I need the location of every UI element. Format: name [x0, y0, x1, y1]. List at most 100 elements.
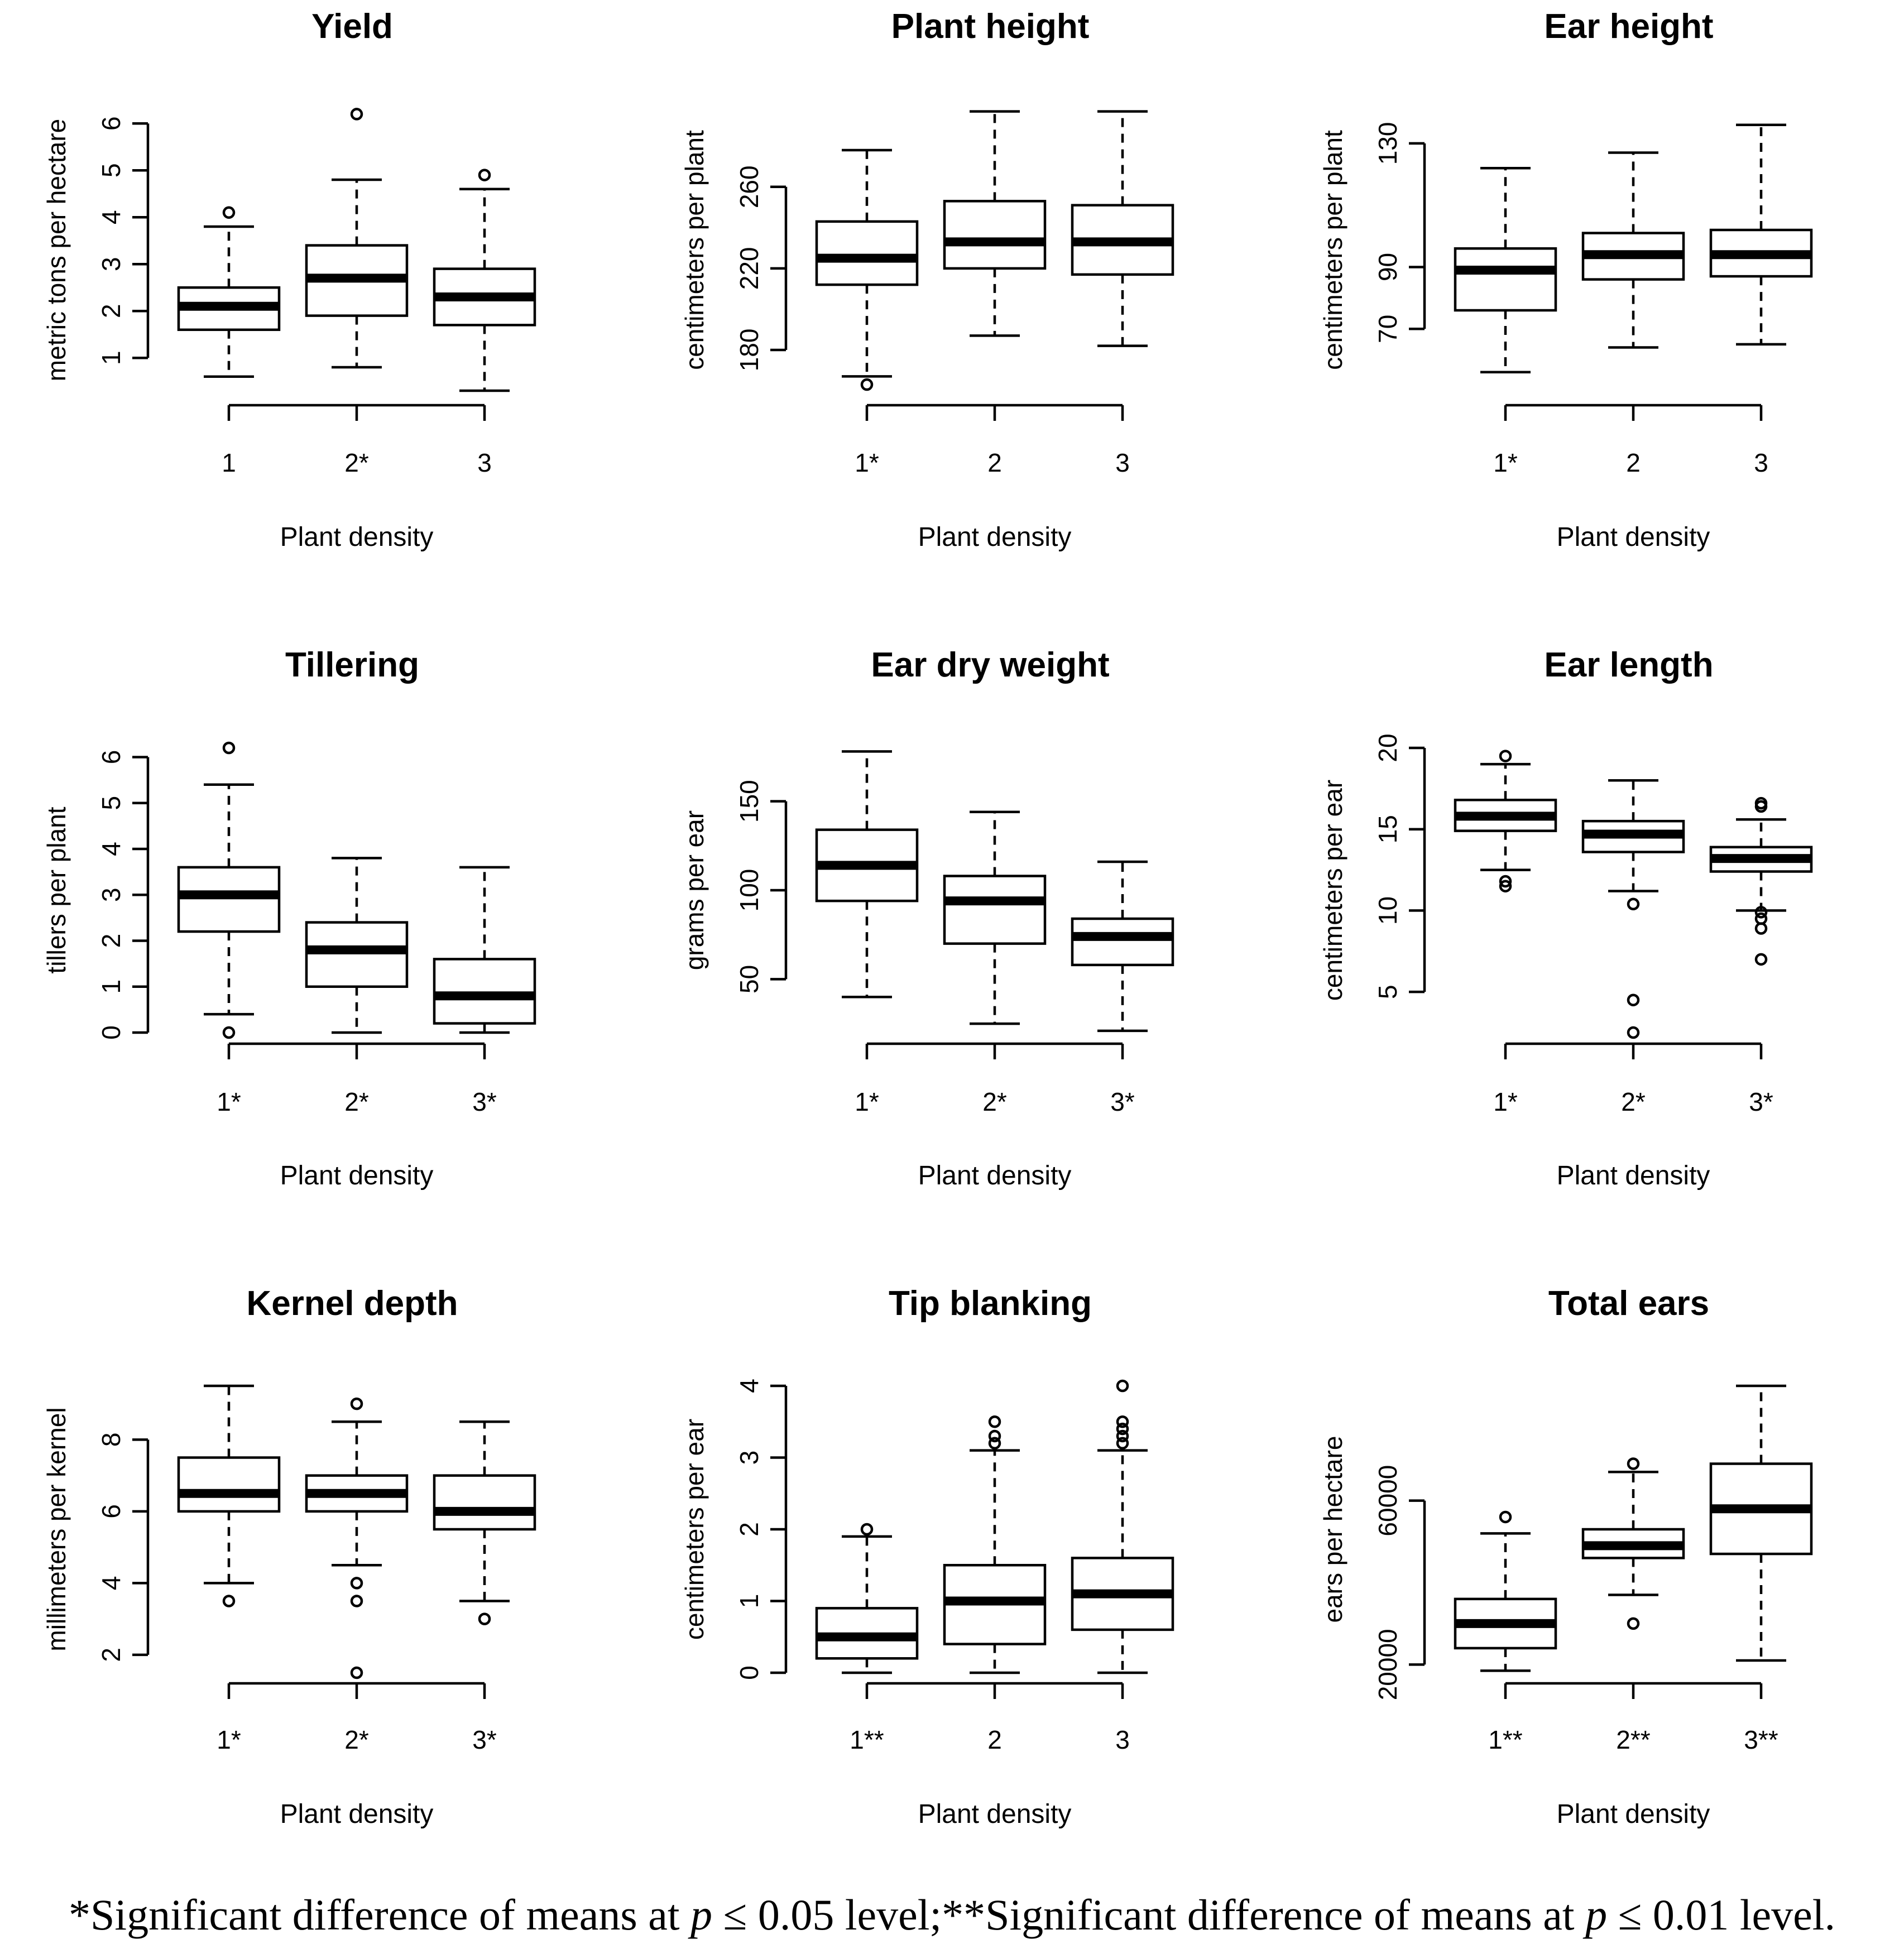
box-3: [1071, 1379, 1174, 1674]
x-tick-label: 3: [1115, 1725, 1130, 1754]
panel-title: Tip blanking: [889, 1284, 1092, 1323]
outlier-point: [478, 1612, 491, 1625]
y-tick-label: 15: [1373, 815, 1402, 843]
x-tick-label: 3: [477, 448, 492, 477]
x-tick-label: 1**: [850, 1725, 884, 1754]
y-tick-label: 50: [735, 965, 764, 993]
y-tick-label: 1: [97, 351, 126, 365]
y-tick-label: 260: [735, 165, 764, 208]
box-3*: [433, 1420, 536, 1625]
outlier-point: [1116, 1437, 1129, 1450]
interquartile-box: [433, 958, 536, 1025]
panel-ear-height: Ear height 70 90 130 centimeters per plant 1*…: [1318, 7, 1813, 552]
outlier-point: [1627, 1026, 1640, 1039]
panel-ear-length: Ear length 5 10 15 20 centimeters per ear 1* 2*…: [1318, 646, 1813, 1191]
box-plot-grid: Yield 1 2 3 4 5 6 metric tons per hectare 1 2* 3 Pl…: [42, 7, 1813, 1829]
y-tick-label: 2: [735, 1522, 764, 1537]
outlier-point: [860, 1523, 874, 1536]
outlier-point: [1754, 906, 1768, 919]
interquartile-box: [943, 875, 1047, 945]
y-axis-label: metric tons per hectare: [42, 119, 71, 381]
panel-title: Yield: [311, 7, 393, 46]
y-tick-label: 70: [1373, 315, 1402, 343]
box-1*: [815, 148, 919, 391]
outlier-point: [350, 1666, 363, 1679]
box-1*: [177, 741, 281, 1039]
y-tick-label: 8: [97, 1433, 126, 1447]
y-tick-label: 10: [1373, 896, 1402, 925]
box-2: [943, 110, 1047, 337]
outlier-point: [222, 206, 236, 219]
x-tick-label: 1*: [1493, 1087, 1518, 1116]
outlier-point: [222, 1026, 236, 1039]
x-axis-label: Plant density: [918, 1799, 1072, 1829]
outlier-point: [222, 741, 236, 755]
box-3: [1071, 110, 1174, 347]
x-axis-label: Plant density: [280, 522, 434, 552]
outlier-point: [1499, 1510, 1512, 1524]
panel-ear-dry-weight: Ear dry weight 50 100 150 grams per ear 1* 2* 3…: [680, 646, 1174, 1191]
outlier-point: [1754, 800, 1768, 813]
panel-plant-height: Plant height 180 220 260 centimeters per pla…: [680, 7, 1174, 552]
interquartile-box: [433, 1474, 536, 1531]
x-axis-label: Plant density: [280, 1799, 434, 1829]
outlier-point: [350, 1397, 363, 1410]
outlier-point: [988, 1437, 1001, 1450]
y-tick-label: 2: [97, 934, 126, 948]
outlier-point: [222, 1595, 236, 1607]
y-tick-label: 20: [1373, 733, 1402, 762]
y-tick-label: 0: [735, 1665, 764, 1680]
box-2: [943, 1415, 1047, 1674]
outlier-point: [988, 1429, 1001, 1443]
box-2*: [305, 1397, 409, 1679]
box-3*: [1071, 860, 1174, 1033]
footnote-single-star: *Significant difference of means at: [69, 1890, 691, 1939]
box-1**: [1454, 1510, 1557, 1672]
x-tick-label: 1*: [217, 1087, 241, 1116]
interquartile-box: [943, 200, 1047, 270]
x-tick-label: 2: [987, 448, 1002, 477]
y-tick-label: 100: [735, 869, 764, 912]
box-1*: [1454, 166, 1557, 374]
significance-footnote: *Significant difference of means at p ≤ …: [0, 1890, 1904, 1940]
outlier-point: [1754, 953, 1768, 966]
interquartile-box: [1454, 247, 1557, 312]
box-1**: [815, 1523, 919, 1674]
outlier-point: [1116, 1429, 1129, 1443]
y-tick-label: 6: [97, 116, 126, 131]
box-1*: [815, 750, 919, 999]
x-tick-label: 2**: [1616, 1725, 1650, 1754]
box-3*: [433, 866, 536, 1034]
panel-total-ears: Total ears 20000 60000 ears per hectare 1** 2…: [1318, 1284, 1813, 1829]
y-tick-label: 180: [735, 329, 764, 372]
y-tick-label: 60000: [1373, 1465, 1402, 1537]
y-tick-label: 4: [735, 1379, 764, 1393]
x-axis-label: Plant density: [918, 522, 1072, 552]
y-axis-label: tillers per plant: [42, 807, 71, 973]
box-2*: [305, 108, 409, 369]
x-axis-label: Plant density: [280, 1161, 434, 1191]
y-tick-label: 6: [97, 1504, 126, 1519]
y-tick-label: 20000: [1373, 1629, 1402, 1700]
outlier-point: [1116, 1379, 1129, 1393]
x-tick-label: 2*: [344, 1725, 369, 1754]
panel-tillering: Tillering 0 1 2 3 4 5 6 tillers per plant 1* 2* 3* P…: [42, 646, 536, 1191]
x-tick-label: 3*: [472, 1725, 497, 1754]
footnote-p-symbol-2: p: [1585, 1890, 1608, 1939]
panel-yield: Yield 1 2 3 4 5 6 metric tons per hectare 1 2* 3 Pl…: [42, 7, 536, 552]
y-tick-label: 5: [97, 796, 126, 810]
y-axis-label: millimeters per kernel: [42, 1407, 71, 1651]
panel-title: Kernel depth: [247, 1284, 458, 1323]
box-2: [1581, 151, 1685, 349]
y-tick-label: 1: [97, 980, 126, 994]
box-2*: [943, 810, 1047, 1025]
x-tick-label: 1*: [1493, 448, 1518, 477]
interquartile-box: [177, 866, 281, 933]
y-axis-label: centimeters per plant: [680, 130, 709, 370]
outlier-point: [988, 1415, 1001, 1428]
y-tick-label: 5: [97, 163, 126, 177]
outlier-point: [350, 1577, 363, 1590]
box-1*: [177, 1384, 281, 1607]
y-tick-label: 5: [1373, 985, 1402, 999]
y-axis-label: centimeters per ear: [680, 1419, 709, 1640]
